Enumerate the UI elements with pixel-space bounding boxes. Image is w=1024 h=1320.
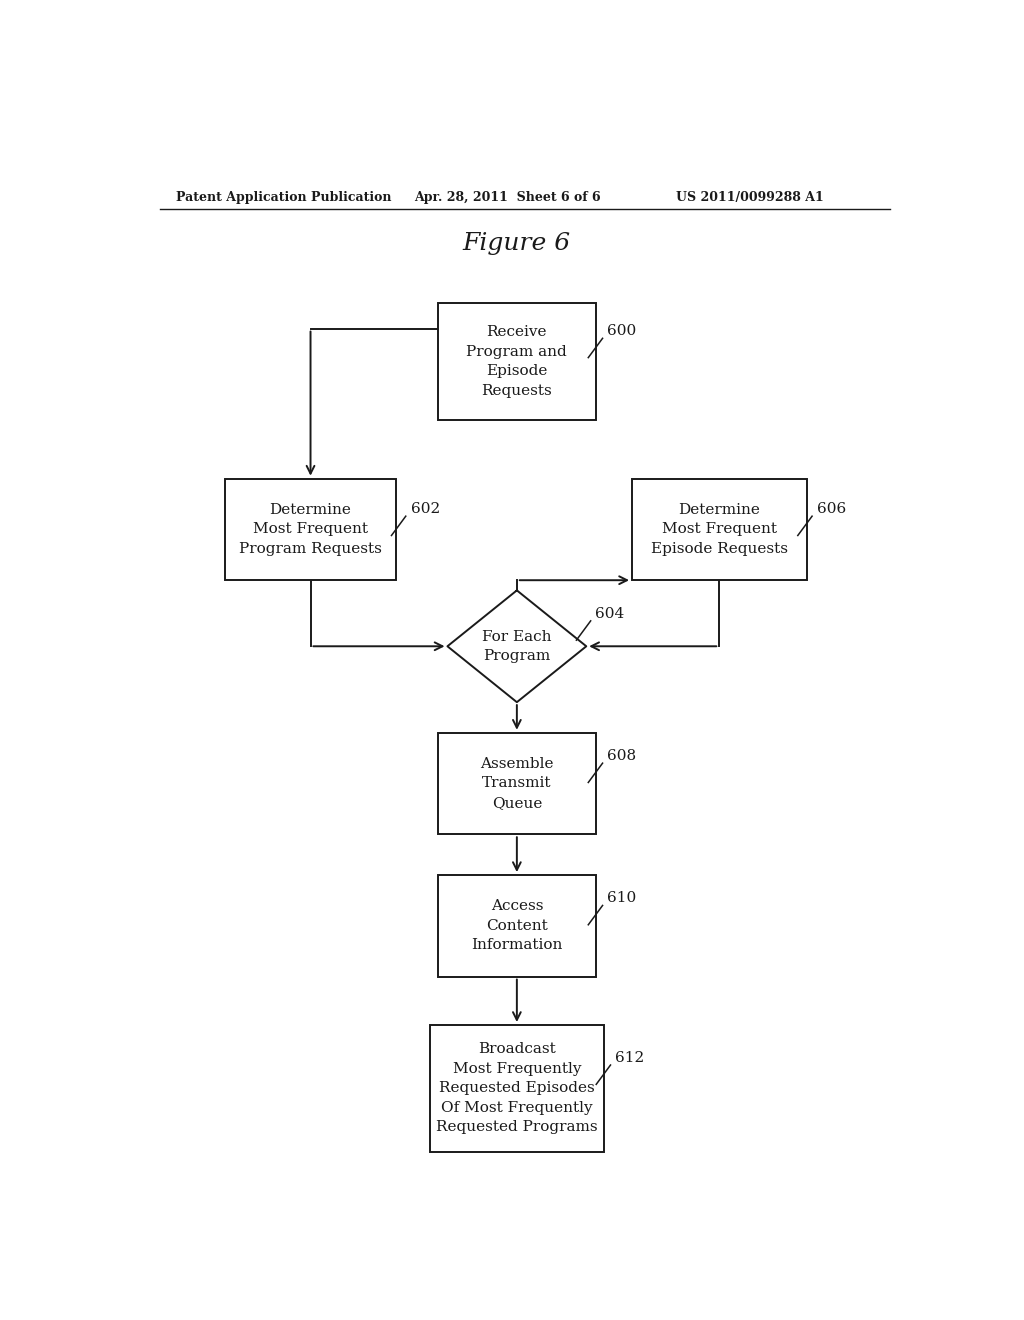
- Bar: [437, 733, 596, 834]
- Text: 600: 600: [607, 325, 637, 338]
- Text: Apr. 28, 2011  Sheet 6 of 6: Apr. 28, 2011 Sheet 6 of 6: [414, 190, 600, 203]
- Text: 606: 606: [817, 502, 846, 516]
- Text: Patent Application Publication: Patent Application Publication: [176, 190, 391, 203]
- Text: US 2011/0099288 A1: US 2011/0099288 A1: [676, 190, 823, 203]
- Bar: [225, 479, 396, 581]
- Bar: [632, 479, 807, 581]
- Text: 612: 612: [615, 1051, 644, 1065]
- Text: Determine
Most Frequent
Episode Requests: Determine Most Frequent Episode Requests: [650, 503, 787, 556]
- Text: Figure 6: Figure 6: [463, 232, 571, 255]
- Bar: [430, 1024, 604, 1152]
- Text: Determine
Most Frequent
Program Requests: Determine Most Frequent Program Requests: [239, 503, 382, 556]
- Text: 604: 604: [595, 607, 625, 620]
- Bar: [437, 875, 596, 977]
- Text: Access
Content
Information: Access Content Information: [471, 899, 562, 952]
- Bar: [437, 304, 596, 420]
- Text: For Each
Program: For Each Program: [482, 630, 552, 663]
- Text: 602: 602: [411, 502, 439, 516]
- Text: Assemble
Transmit
Queue: Assemble Transmit Queue: [480, 756, 554, 810]
- Text: Receive
Program and
Episode
Requests: Receive Program and Episode Requests: [467, 326, 567, 397]
- Text: 608: 608: [607, 750, 637, 763]
- Text: 610: 610: [607, 891, 637, 906]
- Text: Broadcast
Most Frequently
Requested Episodes
Of Most Frequently
Requested Progra: Broadcast Most Frequently Requested Epis…: [436, 1043, 598, 1134]
